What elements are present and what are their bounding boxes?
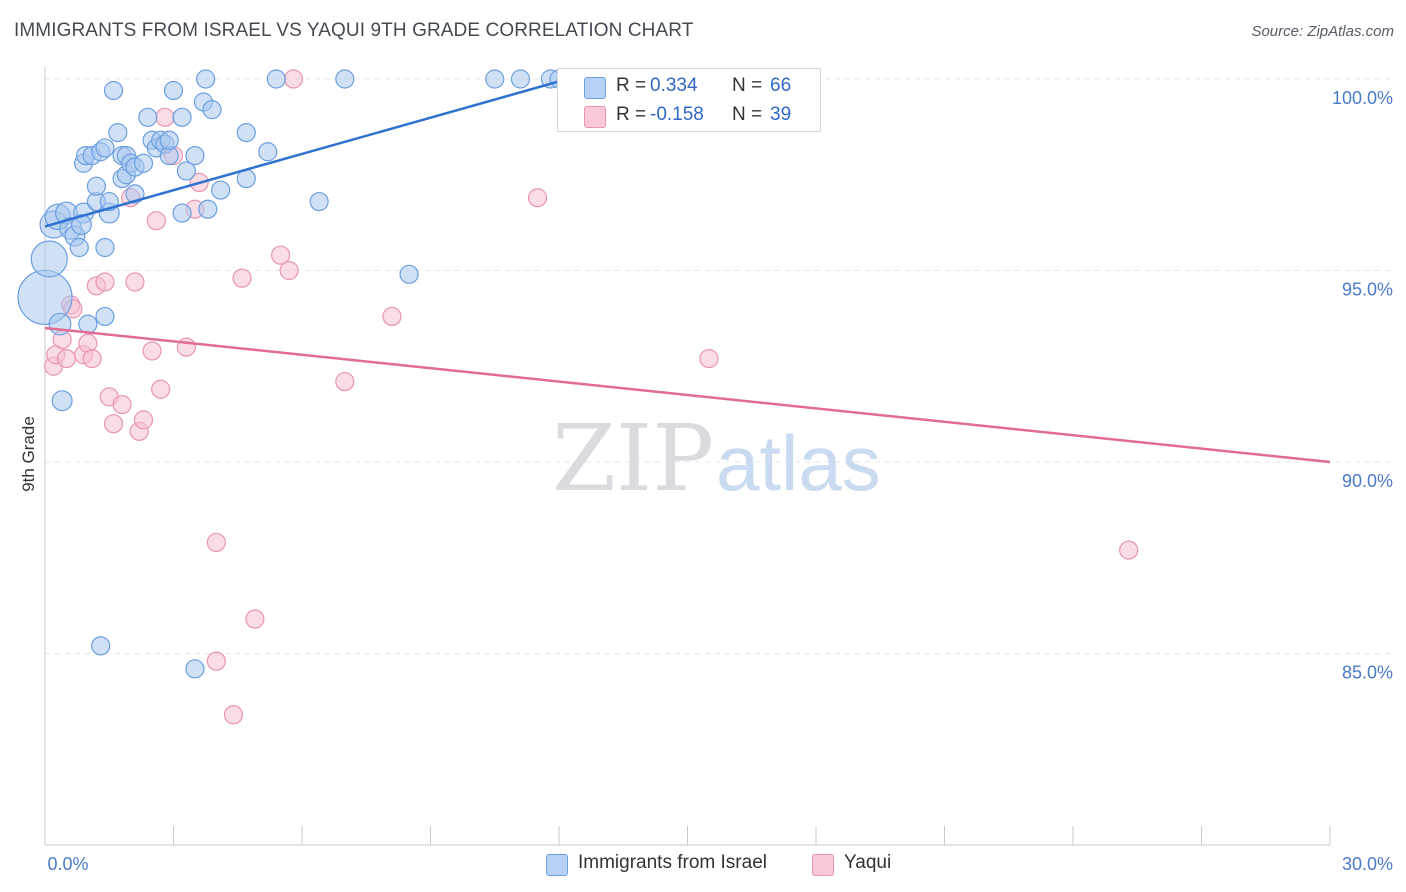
israel-point bbox=[198, 199, 218, 219]
israel-point bbox=[236, 123, 256, 143]
trend-lines bbox=[44, 77, 1331, 464]
watermark-zip: ZIP bbox=[552, 405, 714, 512]
x-tick-label-start: 0.0% bbox=[47, 854, 88, 874]
legend-r-label: R = bbox=[616, 75, 647, 96]
yaqui-points bbox=[43, 69, 1139, 725]
israel-point bbox=[51, 390, 73, 412]
y-tick-label: 100.0% bbox=[1332, 88, 1393, 108]
bottom-legend-label-yaqui: Yaqui bbox=[844, 852, 892, 873]
legend-n-label: N = bbox=[732, 75, 763, 96]
israel-point bbox=[48, 312, 72, 336]
watermark-atlas: atlas bbox=[716, 419, 881, 507]
yaqui-point bbox=[125, 272, 145, 292]
israel-point bbox=[103, 80, 124, 101]
israel-point bbox=[30, 240, 68, 278]
legend-r-value-yaqui: -0.158 bbox=[650, 104, 704, 125]
bottom-legend-label-israel: Immigrants from Israel bbox=[578, 852, 767, 873]
yaqui-point bbox=[382, 306, 402, 327]
yaqui-point bbox=[142, 341, 162, 361]
israel-point bbox=[86, 176, 107, 196]
israel-point bbox=[138, 107, 158, 127]
israel-point bbox=[125, 184, 145, 204]
yaqui-point bbox=[112, 394, 132, 415]
bottom-legend-swatch-israel bbox=[546, 854, 568, 876]
israel-point bbox=[163, 80, 184, 101]
watermark: ZIP atlas bbox=[552, 405, 881, 512]
y-tick-label: 85.0% bbox=[1342, 663, 1393, 683]
israel-point bbox=[211, 180, 231, 200]
legend-row-israel: R = 0.334 N = 66 bbox=[558, 71, 820, 101]
israel-point bbox=[108, 123, 128, 143]
gridlines bbox=[45, 78, 1392, 654]
israel-point bbox=[91, 636, 111, 656]
israel-point bbox=[95, 306, 115, 327]
yaqui-point bbox=[133, 410, 154, 430]
yaqui-point bbox=[335, 371, 355, 392]
yaqui-point bbox=[146, 211, 166, 231]
israel-point bbox=[69, 237, 89, 258]
yaqui-point bbox=[56, 348, 77, 369]
israel-point bbox=[185, 659, 205, 679]
y-axis-title: 9th Grade bbox=[19, 416, 38, 492]
legend-swatch-israel bbox=[584, 77, 606, 99]
yaqui-point bbox=[245, 609, 265, 629]
correlation-legend: R = 0.334 N = 66 R = -0.158 N = 39 bbox=[557, 68, 821, 132]
yaqui-point bbox=[103, 414, 124, 434]
legend-swatch-yaqui bbox=[584, 106, 606, 128]
yaqui-point bbox=[206, 651, 226, 671]
israel-point bbox=[258, 142, 278, 162]
axes bbox=[44, 67, 1331, 846]
yaqui-point bbox=[283, 69, 304, 89]
israel-point bbox=[399, 264, 419, 284]
yaqui-point bbox=[95, 272, 115, 292]
yaqui-point bbox=[82, 348, 102, 369]
israel-point bbox=[159, 130, 179, 150]
bottom-legend-swatch-yaqui bbox=[812, 854, 834, 876]
israel-point bbox=[485, 69, 505, 89]
israel-point bbox=[176, 161, 196, 181]
israel-point bbox=[70, 214, 92, 236]
yaqui-point bbox=[223, 705, 244, 725]
axis-labels: 85.0% 90.0% 95.0% 100.0% 0.0% 30.0% 9th Grade bbox=[19, 88, 1393, 874]
israel-point bbox=[172, 203, 192, 223]
israel-point bbox=[196, 69, 216, 89]
yaqui-trend-line bbox=[44, 326, 1331, 464]
israel-point bbox=[266, 69, 286, 89]
legend-row-yaqui: R = -0.158 N = 39 bbox=[558, 100, 820, 130]
israel-point bbox=[78, 314, 98, 334]
yaqui-point bbox=[1119, 540, 1139, 560]
yaqui-point bbox=[279, 260, 299, 281]
yaqui-point bbox=[232, 268, 252, 288]
y-tick-label: 95.0% bbox=[1342, 280, 1393, 300]
source-label: Source: ZipAtlas.com bbox=[1251, 23, 1394, 40]
yaqui-point bbox=[699, 348, 719, 369]
legend-r-label: R = bbox=[616, 104, 647, 125]
israel-point bbox=[95, 237, 115, 258]
legend-n-value-israel: 66 bbox=[770, 75, 792, 96]
israel-point bbox=[133, 153, 154, 173]
israel-point bbox=[202, 100, 222, 120]
yaqui-point bbox=[151, 379, 171, 399]
israel-point bbox=[335, 69, 355, 89]
israel-point bbox=[172, 107, 192, 127]
y-tick-label: 90.0% bbox=[1342, 471, 1393, 491]
yaqui-point bbox=[527, 188, 548, 208]
legend-n-label: N = bbox=[732, 104, 763, 125]
israel-trend-line bbox=[44, 77, 568, 228]
legend-n-value-yaqui: 39 bbox=[770, 104, 792, 125]
legend-r-value-israel: 0.334 bbox=[650, 75, 698, 96]
israel-point bbox=[510, 69, 531, 89]
israel-point bbox=[95, 138, 115, 158]
x-tick-label-end: 30.0% bbox=[1342, 854, 1393, 874]
chart-title: IMMIGRANTS FROM ISRAEL VS YAQUI 9TH GRAD… bbox=[14, 20, 694, 41]
israel-point bbox=[309, 191, 329, 212]
israel-points bbox=[17, 69, 655, 679]
yaqui-point bbox=[206, 532, 226, 553]
israel-point bbox=[185, 146, 205, 166]
yaqui-point bbox=[270, 245, 291, 265]
yaqui-point bbox=[155, 107, 175, 127]
